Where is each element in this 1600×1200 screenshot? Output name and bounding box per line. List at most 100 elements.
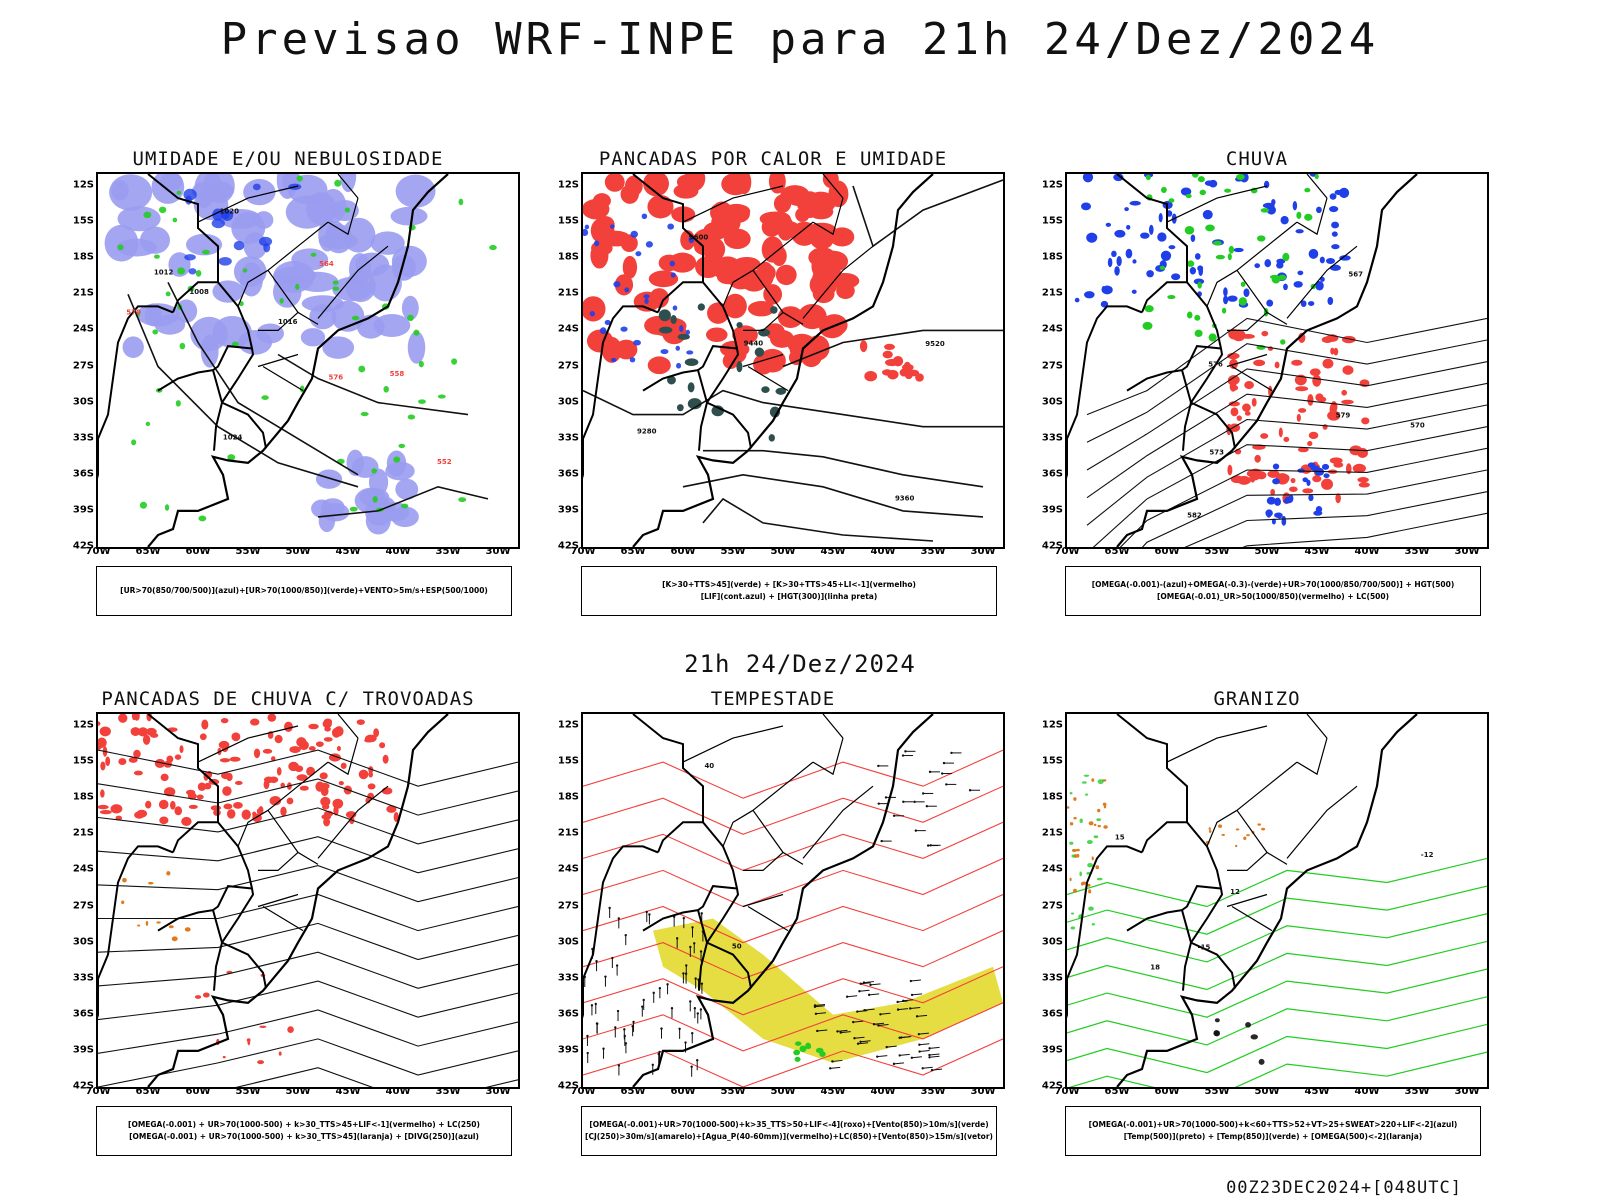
latitude-tick-label: 30S	[557, 936, 579, 948]
latitude-tick-label: 36S	[557, 468, 579, 480]
latitude-tick-label: 39S	[1041, 504, 1063, 516]
longitude-tick-label: 50W	[285, 546, 311, 557]
latitude-tick-label: 21S	[72, 287, 94, 299]
country-border	[1116, 714, 1224, 944]
contour-label: 579	[1336, 412, 1351, 420]
longitude-tick-label: 50W	[770, 546, 796, 557]
country-border	[157, 369, 214, 392]
longitude-tick-label: 60W	[1154, 1086, 1180, 1097]
contour-label: 570	[126, 309, 141, 317]
latitude-axis: 12S 15S 18S 21S 24S 27S 30S 33S 36S 39S 42S	[58, 712, 94, 1092]
latitude-tick-label: 12S	[1041, 179, 1063, 191]
longitude-tick-label: 45W	[335, 1086, 361, 1097]
contour-label: 582	[1187, 512, 1202, 520]
longitude-tick-label: 35W	[435, 1086, 461, 1097]
longitude-tick-label: 50W	[285, 1086, 311, 1097]
longitude-tick-label: 55W	[720, 1086, 746, 1097]
latitude-tick-label: 33S	[557, 432, 579, 444]
state-border	[267, 761, 329, 811]
contour-label: 573	[1209, 449, 1224, 457]
main-title: Previsao WRF-INPE para 21h 24/Dez/2024	[220, 14, 1380, 65]
longitude-tick-label: 35W	[920, 546, 946, 557]
contour-label: 1012	[154, 268, 174, 276]
country-border	[583, 305, 659, 479]
state-border	[802, 785, 874, 859]
latitude-tick-label: 42S	[72, 540, 94, 552]
panel-title: GRANIZO	[1213, 688, 1301, 710]
contour-label: -15	[1198, 943, 1211, 951]
latitude-tick-label: 30S	[557, 396, 579, 408]
latitude-tick-label: 12S	[1041, 719, 1063, 731]
state-border	[743, 311, 784, 331]
latitude-tick-label: 27S	[557, 900, 579, 912]
longitude-tick-label: 65W	[135, 1086, 161, 1097]
state-border	[722, 269, 754, 307]
country-border	[98, 845, 174, 1019]
longitude-tick-label: 30W	[485, 1086, 511, 1097]
panel-title: CHUVA	[1225, 148, 1289, 170]
contour-label: 1016	[278, 318, 298, 326]
contour-label: 9520	[925, 340, 945, 348]
longitude-tick-label: 65W	[135, 546, 161, 557]
latitude-tick-label: 12S	[557, 179, 579, 191]
latitude-tick-label: 39S	[72, 1044, 94, 1056]
coastline	[632, 174, 934, 547]
state-border	[742, 353, 784, 368]
state-border	[317, 785, 389, 859]
longitude-tick-label: 45W	[335, 546, 361, 557]
latitude-tick-label: 27S	[1041, 360, 1063, 372]
country-border	[1182, 942, 1192, 991]
latitude-tick-label: 36S	[72, 1008, 94, 1020]
longitude-tick-label: 35W	[920, 1086, 946, 1097]
longitude-tick-label: 70W	[570, 1086, 596, 1097]
legend-line: [OMEGA(-0.001)+UR>70(1000-500)+k>35_TTS>…	[589, 1120, 989, 1129]
longitude-axis: 70W 65W 60W 55W 50W 45W 40W 35W 30W	[1055, 546, 1489, 560]
latitude-tick-label: 21S	[557, 287, 579, 299]
panel-umidade: UMIDADE E/OU NEBULOSIDADE 12S 15S 18S 21S 24S…	[58, 148, 520, 628]
country-border	[696, 345, 738, 403]
state-border	[257, 353, 299, 368]
country-border	[642, 909, 699, 932]
longitude-tick-label: 65W	[620, 546, 646, 557]
contour-label: 1008	[189, 288, 209, 296]
latitude-tick-label: 21S	[72, 827, 94, 839]
latitude-tick-label: 33S	[1041, 432, 1063, 444]
legend-line: [OMEGA(-0.001) + UR>70(1000-500) + k>30_…	[129, 1132, 479, 1141]
state-border	[327, 197, 359, 236]
country-border	[632, 174, 740, 404]
legend-line: [OMEGA(-0.001)-(azul)+OMEGA(-0.3)-(verde…	[1091, 580, 1455, 589]
longitude-axis: 70W 65W 60W 55W 50W 45W 40W 35W 30W	[86, 546, 520, 560]
country-border	[706, 401, 752, 449]
country-border	[211, 345, 253, 403]
latitude-tick-label: 15S	[72, 755, 94, 767]
latitude-tick-label: 15S	[557, 215, 579, 227]
panel-title: TEMPESTADE	[710, 688, 836, 710]
state-border	[752, 221, 814, 271]
state-border	[1166, 725, 1268, 763]
longitude-tick-label: 40W	[870, 1086, 896, 1097]
latitude-tick-label: 15S	[1041, 215, 1063, 227]
country-border	[657, 281, 703, 313]
latitude-tick-label: 24S	[1041, 863, 1063, 875]
latitude-tick-label: 36S	[557, 1008, 579, 1020]
latitude-tick-label: 18S	[72, 251, 94, 263]
longitude-tick-label: 50W	[1254, 1086, 1280, 1097]
latitude-tick-label: 24S	[72, 323, 94, 335]
country-border	[172, 281, 218, 313]
latitude-tick-label: 24S	[557, 863, 579, 875]
longitude-tick-label: 65W	[1104, 546, 1130, 557]
country-border	[698, 942, 708, 991]
country-border	[696, 885, 738, 943]
forecast-time-label: 21h 24/Dez/2024	[684, 650, 916, 678]
country-border	[211, 885, 253, 943]
latitude-tick-label: 33S	[557, 972, 579, 984]
longitude-tick-label: 50W	[770, 1086, 796, 1097]
country-border	[1180, 885, 1222, 943]
coastline	[1116, 174, 1418, 547]
state-border	[1206, 269, 1238, 307]
longitude-tick-label: 40W	[1354, 546, 1380, 557]
latitude-axis: 12S 15S 18S 21S 24S 27S 30S 33S 36S 39S 42S	[1027, 172, 1063, 552]
country-border	[1067, 845, 1143, 1019]
country-border	[213, 402, 223, 451]
state-border	[802, 245, 874, 319]
